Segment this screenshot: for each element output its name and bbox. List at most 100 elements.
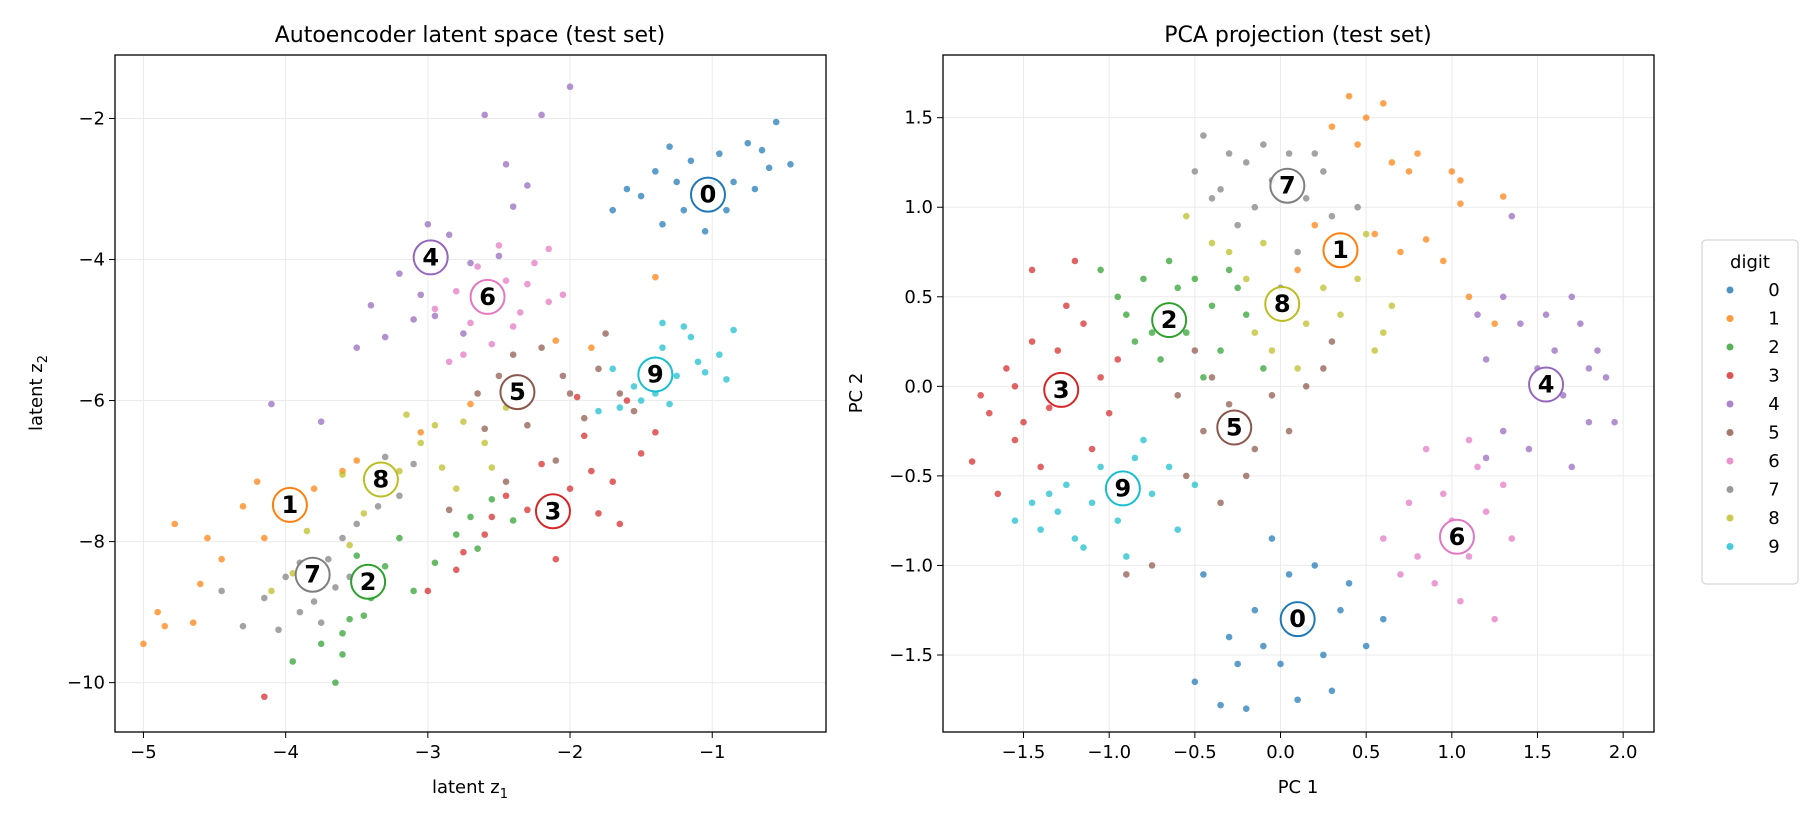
y-tick-label: −4 bbox=[78, 250, 105, 271]
data-point-digit-5 bbox=[1200, 427, 1207, 435]
data-point-digit-8 bbox=[488, 464, 496, 471]
data-point-digit-6 bbox=[1499, 481, 1507, 489]
data-point-digit-1 bbox=[1448, 168, 1456, 175]
centroid-marker-4 bbox=[1528, 366, 1565, 403]
data-point-digit-3 bbox=[1114, 356, 1122, 363]
y-axis-label-autoencoder: latent z2 bbox=[26, 355, 51, 431]
data-point-digit-2 bbox=[381, 562, 389, 570]
data-point-digit-1 bbox=[588, 344, 595, 351]
data-point-digit-8 bbox=[1268, 347, 1276, 354]
data-point-digit-3 bbox=[502, 492, 510, 500]
data-point-digit-8 bbox=[452, 485, 460, 493]
data-point-digit-4 bbox=[1585, 365, 1593, 372]
data-point-digit-9 bbox=[687, 333, 695, 341]
data-point-digit-0 bbox=[716, 150, 723, 158]
data-point-digit-5 bbox=[559, 372, 567, 380]
data-point-digit-7 bbox=[239, 622, 247, 630]
data-point-digit-8 bbox=[481, 439, 489, 447]
data-point-digit-2 bbox=[410, 587, 417, 595]
data-point-digit-1 bbox=[652, 273, 659, 281]
data-point-digit-3 bbox=[1054, 347, 1062, 354]
data-point-digit-4 bbox=[353, 344, 361, 351]
data-point-digit-4 bbox=[268, 400, 275, 408]
data-point-digit-1 bbox=[1354, 141, 1361, 148]
data-point-digit-1 bbox=[154, 608, 161, 616]
centroid-marker-0 bbox=[689, 176, 726, 213]
y-axis-label-subscript: 2 bbox=[36, 355, 51, 363]
data-point-digit-2 bbox=[353, 552, 361, 559]
data-point-digit-0 bbox=[1260, 642, 1267, 650]
data-point-digit-2 bbox=[1165, 257, 1173, 265]
data-point-digit-2 bbox=[1200, 374, 1207, 381]
data-point-digit-2 bbox=[339, 651, 346, 658]
data-point-digit-5 bbox=[445, 506, 453, 514]
data-point-digit-9 bbox=[673, 372, 680, 380]
data-point-digit-1 bbox=[1362, 114, 1370, 121]
data-point-digit-6 bbox=[1414, 553, 1421, 560]
data-point-digit-1 bbox=[197, 580, 204, 588]
data-point-digit-7 bbox=[325, 555, 332, 563]
data-point-digit-2 bbox=[1182, 329, 1190, 336]
data-point-digit-5 bbox=[1123, 571, 1130, 578]
data-point-digit-2 bbox=[474, 545, 481, 552]
data-point-digit-9 bbox=[1131, 454, 1139, 462]
data-point-digit-2 bbox=[1148, 329, 1156, 336]
data-point-digit-9 bbox=[694, 358, 702, 366]
centroid-marker-6 bbox=[469, 278, 506, 315]
centroid-label-6: 6 bbox=[479, 283, 496, 311]
data-point-digit-9 bbox=[1071, 535, 1079, 542]
data-point-digit-3 bbox=[652, 428, 659, 436]
data-point-digit-4 bbox=[509, 203, 517, 210]
data-point-digit-4 bbox=[524, 182, 531, 189]
data-point-digit-3 bbox=[488, 513, 496, 521]
data-point-digit-5 bbox=[1174, 391, 1182, 399]
data-point-digit-7 bbox=[1320, 168, 1327, 175]
y-tick-label: −1.5 bbox=[889, 645, 933, 666]
y-tick-label: −6 bbox=[78, 391, 105, 412]
data-point-digit-7 bbox=[381, 453, 389, 461]
data-point-digit-1 bbox=[253, 478, 261, 485]
data-point-digit-2 bbox=[346, 615, 353, 623]
data-point-digit-0 bbox=[1285, 571, 1293, 578]
data-point-digit-4 bbox=[1482, 356, 1490, 363]
data-point-digit-4 bbox=[1551, 347, 1558, 354]
data-point-digit-0 bbox=[1311, 562, 1319, 569]
centroid-marker-1 bbox=[1322, 232, 1359, 269]
data-point-digit-2 bbox=[289, 658, 297, 665]
data-point-digit-5 bbox=[1251, 445, 1259, 453]
data-point-digit-2 bbox=[317, 640, 325, 648]
data-point-digit-1 bbox=[261, 534, 268, 542]
data-point-digit-2 bbox=[1225, 266, 1233, 274]
data-point-digit-3 bbox=[524, 506, 531, 514]
data-point-digit-0 bbox=[1362, 642, 1370, 650]
data-point-digit-5 bbox=[524, 421, 531, 429]
data-point-digit-3 bbox=[616, 520, 624, 528]
data-point-digit-6 bbox=[1465, 436, 1473, 444]
data-point-digit-4 bbox=[495, 252, 503, 260]
data-point-digit-8 bbox=[460, 418, 467, 426]
data-point-digit-1 bbox=[417, 428, 425, 436]
data-point-digit-3 bbox=[994, 490, 1002, 498]
data-point-digit-9 bbox=[609, 365, 616, 373]
data-point-digit-4 bbox=[396, 270, 403, 277]
data-point-digit-1 bbox=[1491, 320, 1498, 327]
centroid-marker-5 bbox=[1216, 409, 1253, 446]
legend-label-9: 9 bbox=[1768, 537, 1779, 558]
data-point-digit-8 bbox=[303, 527, 311, 535]
data-point-digit-0 bbox=[1337, 606, 1344, 614]
data-point-digit-9 bbox=[723, 376, 730, 383]
data-point-digit-4 bbox=[431, 312, 439, 320]
data-point-digit-8 bbox=[1260, 239, 1267, 247]
data-point-digit-9 bbox=[666, 400, 673, 408]
y-tick-label: 0.0 bbox=[904, 376, 933, 397]
data-point-digit-2 bbox=[1191, 275, 1199, 283]
data-point-digit-0 bbox=[687, 157, 695, 165]
data-point-digit-0 bbox=[723, 206, 730, 214]
data-point-digit-5 bbox=[1320, 365, 1327, 372]
data-point-digit-4 bbox=[566, 83, 574, 91]
data-point-digit-4 bbox=[538, 111, 545, 119]
data-point-digit-8 bbox=[289, 570, 297, 577]
data-point-digit-5 bbox=[474, 390, 481, 397]
data-point-digit-5 bbox=[630, 407, 638, 415]
data-point-digit-6 bbox=[502, 277, 510, 284]
